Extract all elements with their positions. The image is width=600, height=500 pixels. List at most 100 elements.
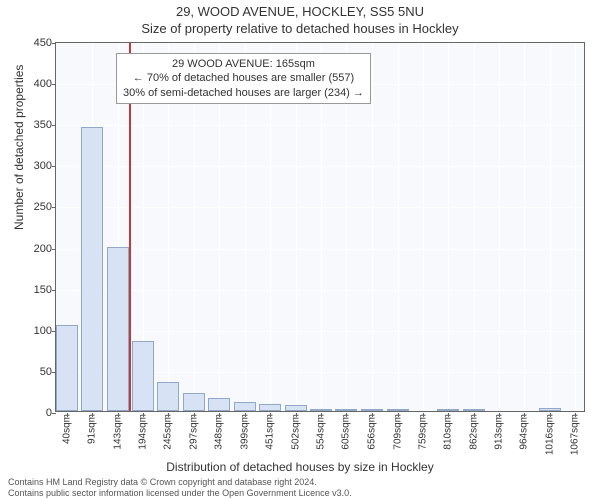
histogram-bar <box>335 409 357 411</box>
y-tick-mark <box>52 166 56 167</box>
y-tick-mark <box>52 207 56 208</box>
x-tick-label: 964sqm <box>519 414 530 450</box>
histogram-bar <box>259 404 281 411</box>
x-tick-mark <box>524 413 525 417</box>
x-tick-mark <box>474 413 475 417</box>
grid-line-h <box>56 331 584 332</box>
chart-wrap: 05010015020025030035040045040sqm91sqm143… <box>55 42 585 412</box>
grid-line-v <box>372 43 373 411</box>
grid-line-v <box>474 43 475 411</box>
x-tick-mark <box>372 413 373 417</box>
plot-area: 05010015020025030035040045040sqm91sqm143… <box>55 42 585 412</box>
grid-line-v <box>575 43 576 411</box>
x-tick-label: 709sqm <box>392 414 403 450</box>
x-tick-label: 554sqm <box>316 414 327 450</box>
x-tick-label: 245sqm <box>163 414 174 450</box>
x-tick-mark <box>448 413 449 417</box>
x-tick-mark <box>423 413 424 417</box>
grid-line-h <box>56 249 584 250</box>
histogram-bar <box>361 409 383 411</box>
x-tick-label: 399sqm <box>239 414 250 450</box>
histogram-bar <box>56 325 78 411</box>
x-tick-mark <box>219 413 220 417</box>
x-tick-label: 913sqm <box>493 414 504 450</box>
histogram-bar <box>81 127 103 411</box>
grid-line-v <box>499 43 500 411</box>
grid-line-h <box>56 166 584 167</box>
y-tick-label: 150 <box>34 284 52 296</box>
footer-line1: Contains HM Land Registry data © Crown c… <box>8 477 352 487</box>
histogram-bar <box>183 393 205 411</box>
x-tick-label: 1016sqm <box>544 414 555 455</box>
annotation-line3: 30% of semi-detached houses are larger (… <box>123 86 364 100</box>
histogram-bar <box>132 341 154 411</box>
chart-container: 29, WOOD AVENUE, HOCKLEY, SS5 5NU Size o… <box>0 0 600 500</box>
histogram-bar <box>208 398 230 411</box>
y-tick-mark <box>52 249 56 250</box>
x-tick-mark <box>92 413 93 417</box>
x-tick-label: 1067sqm <box>570 414 581 455</box>
y-tick-mark <box>52 413 56 414</box>
y-axis-label: Number of detached properties <box>12 65 26 230</box>
x-tick-mark <box>67 413 68 417</box>
grid-line-v <box>448 43 449 411</box>
x-tick-label: 862sqm <box>468 414 479 450</box>
x-tick-label: 348sqm <box>214 414 225 450</box>
histogram-bar <box>285 405 307 411</box>
annotation-box: 29 WOOD AVENUE: 165sqm← 70% of detached … <box>116 53 371 104</box>
grid-line-h <box>56 290 584 291</box>
y-tick-mark <box>52 43 56 44</box>
y-tick-label: 100 <box>34 325 52 337</box>
grid-line-v <box>524 43 525 411</box>
y-tick-label: 250 <box>34 201 52 213</box>
x-tick-mark <box>245 413 246 417</box>
histogram-bar <box>310 409 332 411</box>
x-tick-label: 91sqm <box>87 414 98 444</box>
x-tick-mark <box>118 413 119 417</box>
grid-line-v <box>550 43 551 411</box>
page-title-line2: Size of property relative to detached ho… <box>0 19 600 36</box>
footer-line2: Contains public sector information licen… <box>8 488 352 498</box>
x-tick-mark <box>194 413 195 417</box>
x-tick-mark <box>168 413 169 417</box>
x-tick-mark <box>143 413 144 417</box>
x-tick-mark <box>575 413 576 417</box>
grid-line-v <box>423 43 424 411</box>
histogram-bar <box>539 408 561 411</box>
grid-line-h <box>56 207 584 208</box>
x-tick-label: 40sqm <box>62 414 73 444</box>
footer: Contains HM Land Registry data © Crown c… <box>8 477 352 498</box>
histogram-bar <box>157 382 179 411</box>
x-tick-mark <box>499 413 500 417</box>
x-tick-mark <box>321 413 322 417</box>
x-tick-label: 297sqm <box>189 414 200 450</box>
histogram-bar <box>234 402 256 411</box>
x-tick-mark <box>346 413 347 417</box>
x-tick-mark <box>398 413 399 417</box>
y-tick-mark <box>52 290 56 291</box>
annotation-line1: 29 WOOD AVENUE: 165sqm <box>123 57 364 71</box>
y-tick-mark <box>52 84 56 85</box>
x-tick-mark <box>296 413 297 417</box>
x-axis-label: Distribution of detached houses by size … <box>0 460 600 474</box>
x-tick-mark <box>270 413 271 417</box>
y-tick-label: 300 <box>34 160 52 172</box>
grid-line-h <box>56 125 584 126</box>
x-tick-label: 502sqm <box>290 414 301 450</box>
histogram-bar <box>437 409 459 411</box>
x-tick-label: 656sqm <box>366 414 377 450</box>
histogram-bar <box>463 409 485 411</box>
y-tick-label: 450 <box>34 37 52 49</box>
histogram-bar <box>387 409 409 411</box>
x-tick-label: 143sqm <box>112 414 123 450</box>
page-title-line1: 29, WOOD AVENUE, HOCKLEY, SS5 5NU <box>0 0 600 19</box>
x-tick-label: 759sqm <box>417 414 428 450</box>
x-tick-label: 451sqm <box>265 414 276 450</box>
histogram-bar <box>107 247 129 411</box>
y-tick-label: 200 <box>34 243 52 255</box>
y-tick-mark <box>52 125 56 126</box>
x-tick-label: 194sqm <box>138 414 149 450</box>
y-tick-label: 50 <box>40 366 52 378</box>
grid-line-v <box>398 43 399 411</box>
y-tick-label: 350 <box>34 119 52 131</box>
